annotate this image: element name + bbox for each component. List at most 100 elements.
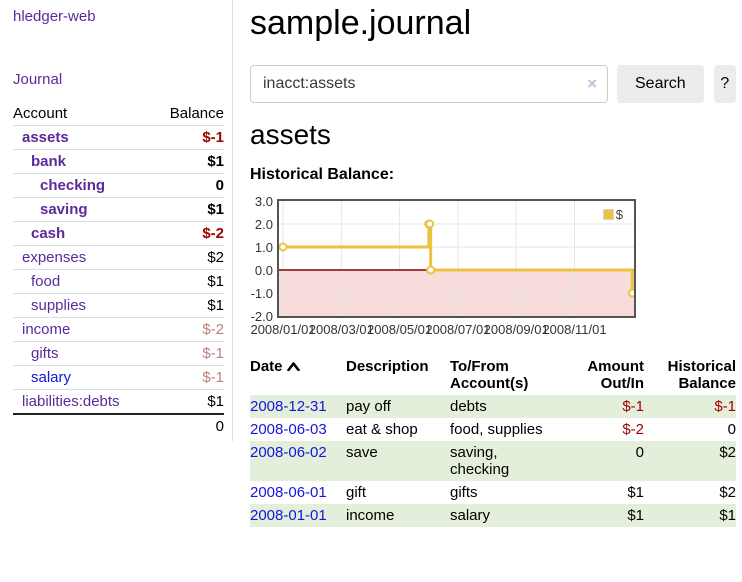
y-tick-label: -2.0	[250, 309, 273, 324]
transaction-description: save	[346, 441, 450, 481]
account-balance: $1	[207, 273, 224, 290]
accounts-table: Account Balance assets $-1 bank $1 check…	[13, 101, 224, 437]
transaction-description: eat & shop	[346, 421, 418, 438]
x-tick-label: 2008/03/01	[308, 322, 374, 337]
transaction-date-link[interactable]: 2008-12-31	[250, 398, 327, 415]
transaction-balance: $1	[644, 504, 736, 527]
accounts-total-row: 0	[13, 413, 224, 437]
app-title-link[interactable]: hledger-web	[13, 8, 96, 25]
transaction-row[interactable]: 2008-06-02 save saving, checking 0 $2	[250, 441, 736, 481]
column-header-accounts: To/From Account(s)	[450, 358, 529, 392]
transaction-accounts: salary	[450, 504, 559, 527]
chart-legend: $	[602, 207, 623, 222]
account-link[interactable]: supplies	[31, 297, 87, 314]
transaction-row[interactable]: 2008-06-03 eat & shop food, supplies $-2…	[250, 418, 736, 441]
register-header-row: Date Description To/From Account(s) Amou…	[250, 357, 736, 395]
transaction-date-link[interactable]: 2008-06-03	[250, 421, 327, 438]
y-tick-label: -1.0	[250, 286, 273, 301]
legend-swatch-icon	[602, 209, 614, 220]
accounts-column-header: Account	[13, 104, 68, 122]
page-title: sample.journal	[250, 4, 472, 42]
account-row: checking 0	[13, 173, 224, 197]
transaction-amount: 0	[559, 441, 644, 481]
transaction-description: pay off	[346, 395, 450, 418]
account-link[interactable]: income	[22, 321, 71, 338]
account-row: liabilities:debts $1	[13, 389, 224, 413]
account-balance: 0	[215, 177, 224, 194]
account-link[interactable]: assets	[22, 129, 69, 146]
account-balance: $1	[207, 153, 224, 170]
transaction-row[interactable]: 2008-01-01 income salary $1 $1	[250, 504, 736, 527]
sidebar-item-journal[interactable]: Journal	[13, 71, 63, 88]
transaction-date-link[interactable]: 2008-06-01	[250, 484, 327, 501]
account-balance: $-2	[202, 225, 224, 242]
sidebar: hledger-web Journal Account Balance asse…	[0, 0, 233, 441]
x-tick-label: 2008/05/01	[367, 322, 433, 337]
column-header-balance: Historical Balance	[667, 358, 736, 392]
account-link[interactable]: bank	[31, 153, 67, 170]
y-tick-label: 0.0	[254, 263, 273, 278]
register-table: Date Description To/From Account(s) Amou…	[250, 357, 736, 527]
transaction-balance: 0	[727, 421, 736, 438]
account-row: supplies $1	[13, 293, 224, 317]
account-balance: $-2	[202, 321, 224, 338]
account-link[interactable]: liabilities:debts	[22, 393, 120, 410]
account-row: food $1	[13, 269, 224, 293]
transaction-row[interactable]: 2008-12-31 pay off debts $-1 $-1	[250, 395, 736, 418]
transaction-accounts: saving, checking	[450, 441, 559, 481]
x-tick-label: 2008/07/01	[425, 322, 491, 337]
balance-column-header: Balance	[169, 104, 224, 122]
account-row: bank $1	[13, 149, 224, 173]
main-content: sample.journal × Search ? assets Histori…	[250, 0, 736, 527]
column-header-date[interactable]: Date	[250, 357, 346, 395]
transaction-balance: $-1	[644, 395, 736, 418]
account-balance: $1	[207, 393, 224, 410]
account-balance: $1	[207, 201, 224, 218]
transaction-date-link[interactable]: 2008-06-02	[250, 444, 327, 461]
transaction-amount: $1	[559, 504, 644, 527]
y-tick-label: 3.0	[254, 194, 273, 209]
column-header-amount: Amount Out/In	[587, 358, 644, 392]
account-link[interactable]: expenses	[22, 249, 87, 266]
sort-ascending-icon	[286, 358, 300, 375]
account-row: expenses $2	[13, 245, 224, 269]
account-row: assets $-1	[13, 125, 224, 149]
clear-search-icon[interactable]: ×	[587, 74, 597, 93]
account-link[interactable]: gifts	[31, 345, 59, 362]
search-bar: × Search ?	[250, 65, 736, 103]
x-tick-label: 2008/11/01	[542, 322, 607, 337]
account-row: gifts $-1	[13, 341, 224, 365]
account-balance: $-1	[202, 129, 224, 146]
chart-plot-area: $	[277, 199, 636, 318]
transaction-date-link[interactable]: 2008-01-01	[250, 507, 327, 524]
transaction-balance: $2	[644, 441, 736, 481]
chart-canvas	[279, 201, 634, 316]
transaction-accounts: food, supplies	[450, 421, 543, 438]
chart-title: Historical Balance:	[250, 166, 395, 183]
account-balance: $-1	[202, 369, 224, 386]
account-heading: assets	[250, 119, 331, 150]
account-balance: $2	[207, 249, 224, 266]
help-button[interactable]: ?	[713, 65, 736, 103]
column-header-description: Description	[346, 358, 429, 375]
account-row: saving $1	[13, 197, 224, 221]
x-tick-label: 2008/09/01	[483, 322, 549, 337]
account-link[interactable]: saving	[40, 201, 88, 218]
account-link[interactable]: food	[31, 273, 61, 290]
search-button[interactable]: Search	[617, 65, 704, 103]
account-balance: $-1	[202, 345, 224, 362]
transaction-description: income	[346, 504, 450, 527]
account-link[interactable]: cash	[31, 225, 66, 242]
transaction-row[interactable]: 2008-06-01 gift gifts $1 $2	[250, 481, 736, 504]
account-link[interactable]: checking	[40, 177, 106, 194]
historical-balance-chart: 3.0 2.0 1.0 0.0 -1.0 -2.0 $ 2008/01/01 2008/03…	[250, 194, 736, 339]
search-input[interactable]	[250, 65, 608, 103]
transaction-accounts: gifts	[450, 484, 478, 501]
accounts-table-header: Account Balance	[13, 101, 224, 125]
y-tick-label: 1.0	[254, 240, 273, 255]
transaction-description: gift	[346, 484, 367, 501]
transaction-amount: $1	[627, 484, 644, 501]
account-row: cash $-2	[13, 221, 224, 245]
account-link[interactable]: salary	[31, 369, 72, 386]
